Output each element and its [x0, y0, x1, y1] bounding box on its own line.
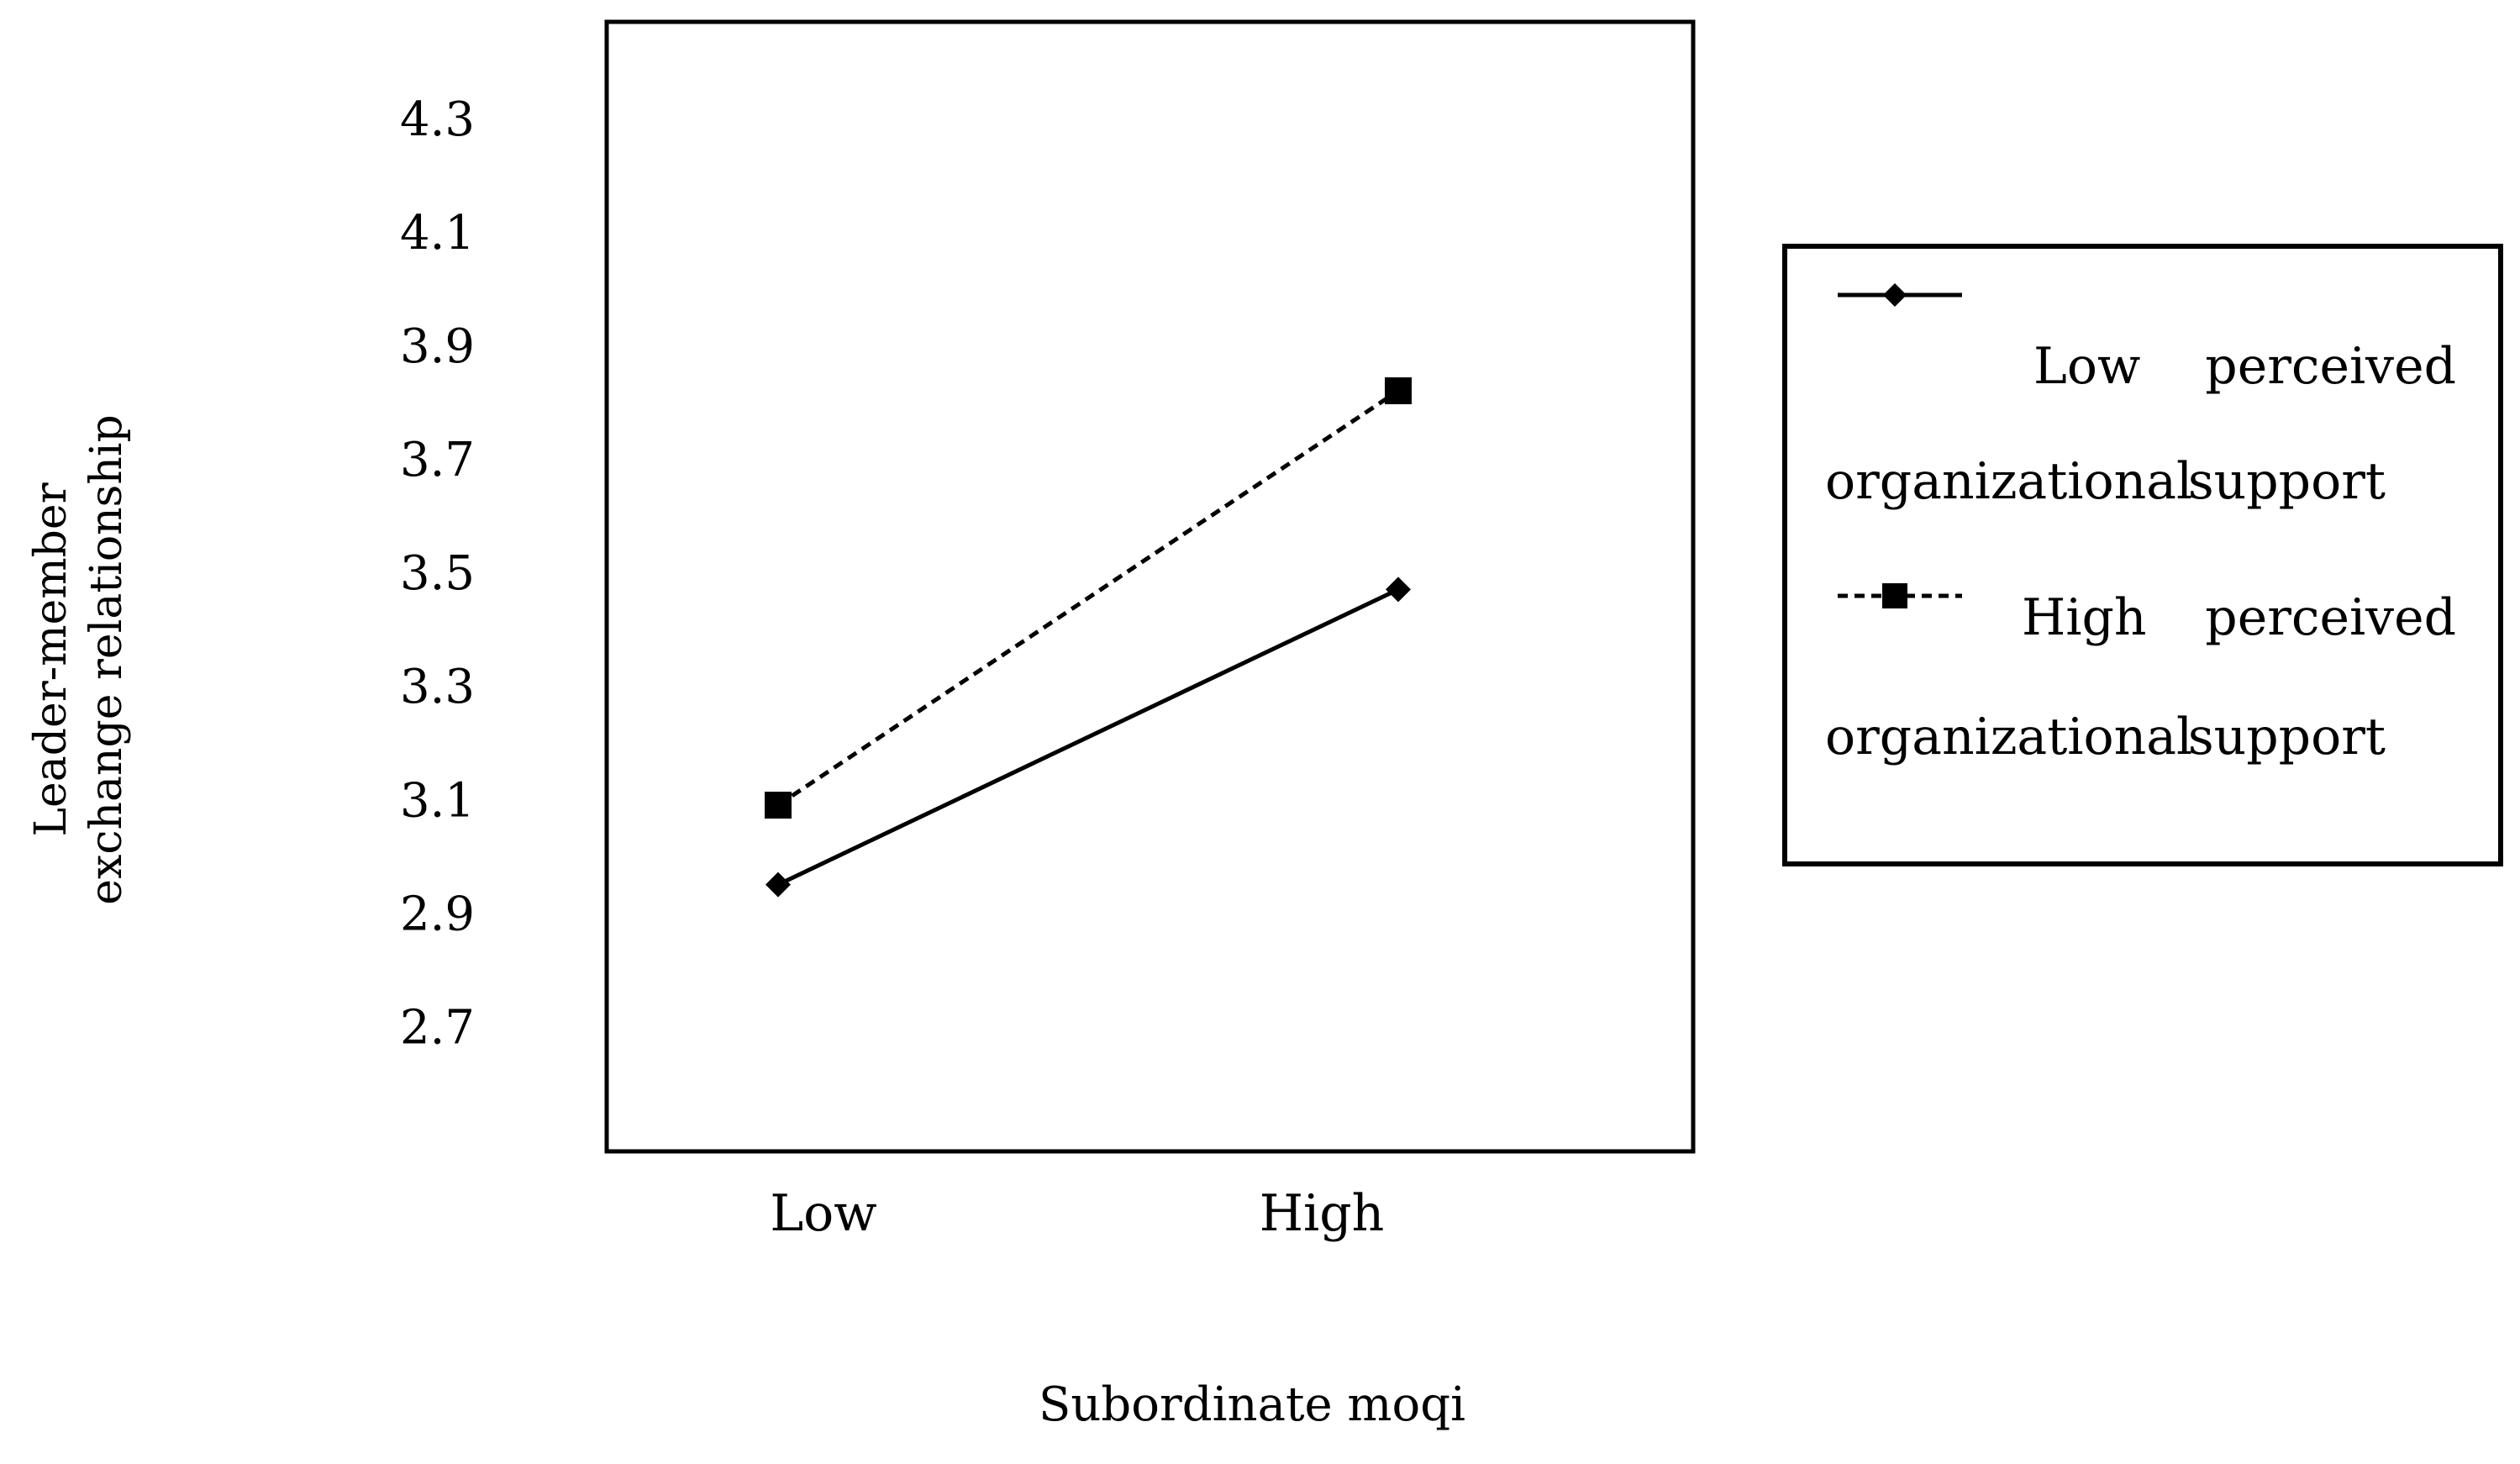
legend-label-low-word-2: perceived: [2205, 337, 2456, 396]
legend-diamond-marker: [1883, 283, 1907, 307]
series-layer: [765, 377, 1412, 898]
x-axis-label: Subordinate moqi: [1039, 1377, 1465, 1432]
legend-label-low-word-3: organizational: [1825, 452, 2192, 511]
y-tick-label: 3.1: [400, 773, 475, 828]
legend-label-low-word-1: Low: [2033, 337, 2140, 396]
series-line-high-pos: [776, 388, 1400, 808]
legend-label-high-word-2: perceived: [2205, 588, 2456, 647]
x-tick-labels: Low High: [770, 1184, 1384, 1243]
x-tick-label: Low: [770, 1184, 876, 1243]
y-axis-label-line-2: exchange relationship: [82, 414, 132, 904]
data-point-high-pos-high: [1385, 377, 1412, 404]
data-point-high-pos-low: [765, 792, 792, 819]
y-tick-label: 2.9: [400, 887, 475, 941]
y-tick-label: 3.9: [400, 319, 475, 374]
y-tick-label: 4.1: [400, 206, 475, 261]
data-point-low-pos-low: [765, 872, 791, 898]
y-tick-label: 3.3: [400, 660, 475, 714]
y-tick-label: 3.7: [400, 433, 475, 487]
plot-frame: [604, 19, 1696, 1154]
data-point-low-pos-high: [1386, 577, 1411, 603]
legend: Low perceived organizational support Hig…: [1782, 244, 2503, 866]
legend-label-high-word-1: High: [2022, 588, 2147, 647]
y-tick-label: 4.3: [400, 92, 475, 147]
legend-label-high-word-3: organizational: [1825, 708, 2192, 766]
series-line-low-pos: [776, 587, 1400, 887]
legend-label-high-word-4: support: [2188, 708, 2386, 766]
legend-square-marker: [1882, 583, 1907, 608]
y-axis-label: Leader-member exchange relationship: [26, 414, 132, 904]
y-tick-label: 2.7: [400, 1000, 475, 1055]
legend-label-low-word-4: support: [2188, 452, 2386, 511]
y-tick-labels: 2.7 2.9 3.1 3.3 3.5 3.7 3.9 4.1 4.3: [400, 92, 475, 1056]
legend-frame: [1782, 244, 2503, 866]
y-axis-label-line-1: Leader-member: [26, 482, 76, 836]
x-tick-label: High: [1260, 1184, 1385, 1243]
legend-entry-low: Low perceived organizational support: [1825, 283, 2456, 511]
y-tick-label: 3.5: [400, 546, 475, 601]
legend-entry-high: High perceived organizational support: [1825, 583, 2456, 766]
